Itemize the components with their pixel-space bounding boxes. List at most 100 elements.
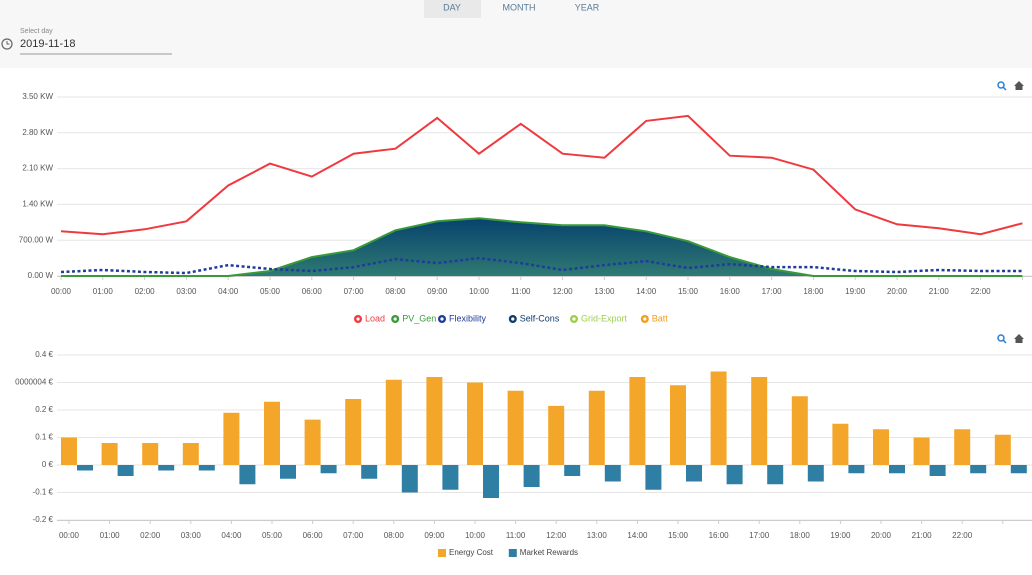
y-tick-label: 2.10 KW (22, 164, 53, 173)
x-tick-label: 02:00 (135, 287, 156, 296)
bar (710, 371, 727, 465)
bar (791, 396, 808, 465)
date-value: 2019-11-18 (20, 38, 75, 50)
bar (913, 437, 930, 465)
y-tick-label: -0.2 € (33, 515, 54, 524)
bar (807, 465, 824, 482)
line (60, 114, 1023, 236)
x-tick-label: 19:00 (845, 287, 866, 296)
legend-label: Flexibility (449, 313, 487, 323)
y-tick-label: 2.80 KW (22, 128, 53, 137)
bar (401, 465, 418, 493)
bar (889, 465, 905, 474)
y-tick-label: 1.40 KW (22, 200, 53, 209)
bar (670, 385, 686, 465)
x-tick-label: 15:00 (678, 287, 699, 296)
tab-active-bg[interactable] (424, 0, 481, 18)
line (60, 256, 1023, 275)
x-tick-label: 13:00 (594, 287, 615, 296)
date-picker[interactable]: Select day 2019-11-18 (1, 28, 172, 55)
bar (767, 465, 784, 485)
x-tick-label: 00:00 (51, 287, 72, 296)
x-tick-label: 15:00 (668, 531, 689, 540)
bar (832, 423, 849, 465)
bar (1010, 465, 1027, 474)
x-tick-label: 21:00 (912, 531, 933, 540)
bar (442, 465, 459, 490)
bar (548, 405, 565, 465)
legend-label: Market Rewards (520, 548, 578, 557)
tab[interactable]: DAY (443, 2, 461, 12)
bar (848, 465, 865, 474)
bar (385, 379, 402, 465)
x-tick-label: 17:00 (749, 531, 770, 540)
home-icon[interactable] (1014, 334, 1024, 343)
x-tick-label: 10:00 (465, 531, 486, 540)
x-tick-label: 17:00 (762, 287, 783, 296)
x-tick-label: 01:00 (93, 287, 114, 296)
bar (101, 443, 118, 465)
x-tick-label: 14:00 (636, 287, 657, 296)
bar (970, 465, 987, 474)
bar (564, 465, 581, 476)
legend-label: PV_Gen (402, 313, 436, 323)
legend-marker-center (643, 317, 647, 321)
zoom-handle (1002, 86, 1007, 91)
bar (264, 401, 280, 465)
bar (954, 429, 971, 465)
bar (223, 412, 240, 465)
x-tick-label: 10:00 (469, 287, 490, 296)
x-tick-label: 03:00 (181, 531, 202, 540)
legend-swatch (438, 549, 446, 557)
bar (604, 465, 621, 482)
legend-marker-center (440, 317, 444, 321)
date-label: Select day (20, 28, 53, 35)
y-tick-label: 0 € (42, 460, 54, 469)
x-tick-label: 07:00 (343, 531, 364, 540)
bar (994, 434, 1011, 465)
x-tick-label: 00:00 (59, 531, 80, 540)
x-tick-label: 12:00 (546, 531, 567, 540)
x-tick-label: 14:00 (627, 531, 648, 540)
x-tick-label: 03:00 (176, 287, 197, 296)
tab[interactable]: MONTH (503, 2, 536, 12)
bar (182, 443, 199, 465)
bar (726, 465, 743, 485)
x-tick-label: 11:00 (506, 531, 526, 540)
y-tick-label: 0.4 € (35, 350, 53, 359)
bar (361, 465, 378, 479)
bar (426, 377, 443, 465)
zoom-icon[interactable] (997, 81, 1005, 89)
line (61, 217, 1023, 277)
legend-marker-center (393, 317, 397, 321)
legend-marker-center (572, 317, 576, 321)
x-tick-label: 04:00 (218, 287, 239, 296)
zoom-icon[interactable] (997, 334, 1005, 342)
bar (645, 465, 662, 490)
y-tick-label: 0.1 € (35, 433, 53, 442)
bar (523, 465, 540, 487)
zoom-controls[interactable] (997, 81, 1024, 344)
legend-label: Self-Cons (520, 313, 560, 323)
x-tick-label: 01:00 (100, 531, 121, 540)
x-tick-label: 21:00 (929, 287, 950, 296)
bar (142, 443, 159, 465)
legend-marker-center (356, 317, 360, 321)
y-tick-label: 0.00 W (28, 271, 54, 280)
bar (117, 465, 134, 476)
x-tick-label: 06:00 (302, 287, 323, 296)
legend-label: Grid-Export (581, 313, 628, 323)
tab[interactable]: YEAR (575, 2, 600, 12)
bar (629, 377, 646, 465)
bar (77, 465, 93, 471)
area (61, 218, 1023, 276)
clock-icon (1, 38, 13, 50)
legend-marker-center (511, 317, 515, 321)
home-icon[interactable] (1014, 81, 1024, 90)
x-tick-label: 07:00 (344, 287, 365, 296)
bar (929, 465, 946, 476)
x-tick-label: 16:00 (720, 287, 741, 296)
x-tick-label: 08:00 (385, 287, 406, 296)
x-tick-label: 09:00 (427, 287, 448, 296)
